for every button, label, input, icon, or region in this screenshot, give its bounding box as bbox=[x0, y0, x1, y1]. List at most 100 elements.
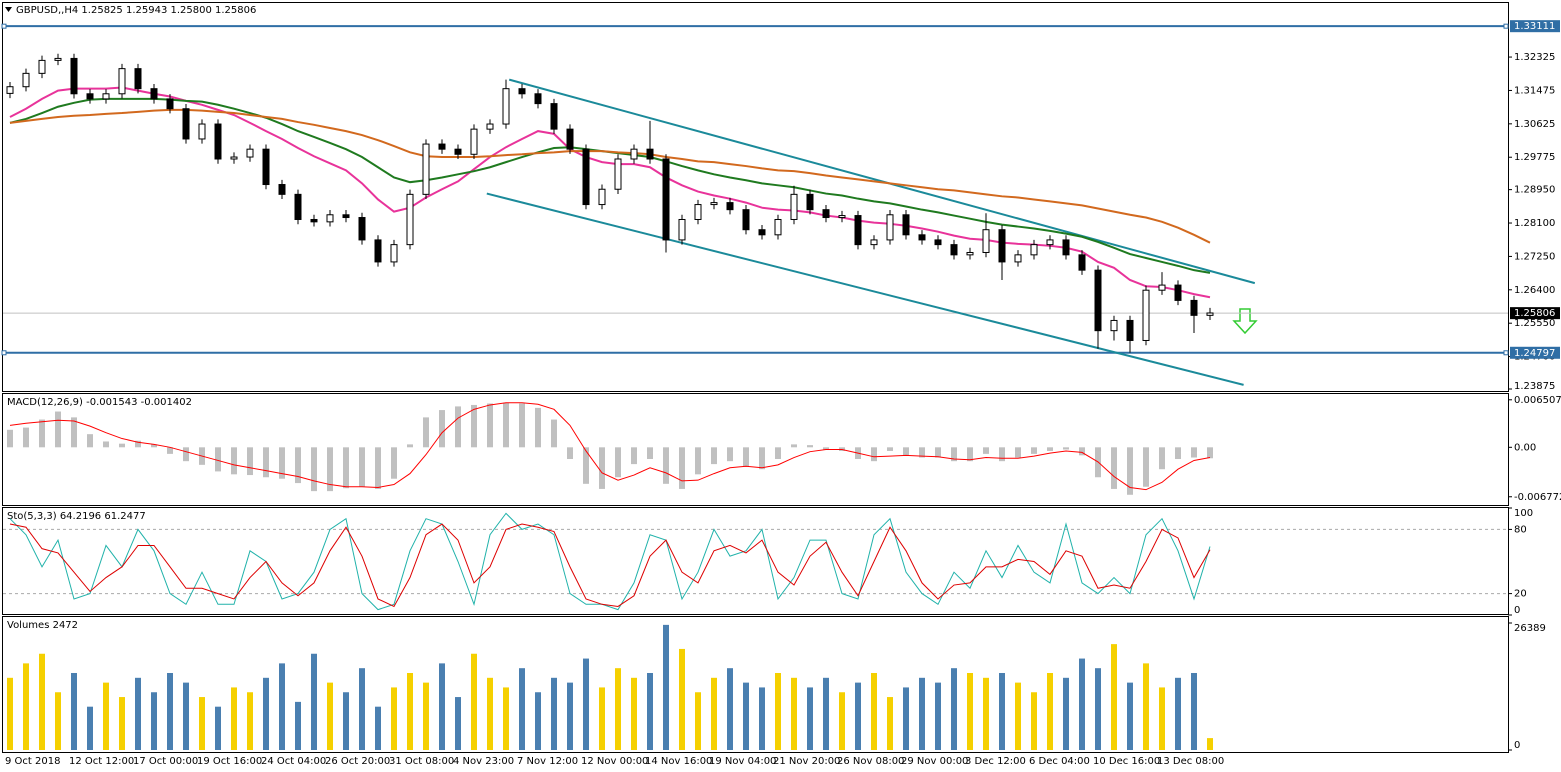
volume-panel bbox=[2, 616, 1509, 753]
candle-body bbox=[310, 218, 318, 223]
candle-body bbox=[54, 57, 62, 61]
x-tick-label: 7 Nov 12:00 bbox=[517, 756, 578, 767]
volume-bar bbox=[279, 663, 285, 750]
volume-bar bbox=[151, 692, 157, 750]
candle-body bbox=[70, 57, 78, 95]
candle-body bbox=[1030, 244, 1038, 256]
volume-bar bbox=[711, 677, 717, 750]
macd-bar bbox=[231, 447, 237, 475]
macd-bar bbox=[983, 447, 989, 454]
volume-bar bbox=[983, 677, 989, 750]
y-tick-label: 1.29775 bbox=[1514, 152, 1555, 163]
candle-body bbox=[422, 143, 430, 195]
macd-bar bbox=[359, 447, 365, 487]
volume-bar bbox=[727, 668, 733, 750]
plot-layer: 1.32325 1.31475 1.30625 1.29775 1.28950 1.281… bbox=[1, 20, 1561, 767]
candle-body bbox=[1190, 299, 1198, 316]
candle-body bbox=[278, 184, 286, 195]
level-handle bbox=[1503, 350, 1509, 356]
volume-bar bbox=[1079, 658, 1085, 750]
macd-bar bbox=[999, 447, 1005, 462]
macd-bar bbox=[679, 447, 685, 489]
candle-body bbox=[966, 251, 974, 256]
volume-bar bbox=[871, 672, 877, 750]
candle-body bbox=[166, 98, 174, 110]
volume-bar bbox=[535, 692, 541, 750]
candle-body bbox=[182, 108, 190, 140]
candle-body bbox=[950, 244, 958, 256]
macd-bar bbox=[711, 447, 717, 465]
y-tick-label: 1.26400 bbox=[1514, 285, 1555, 296]
x-tick-label: 14 Nov 16:00 bbox=[645, 756, 712, 767]
line bbox=[9, 402, 1211, 491]
candle-body bbox=[406, 193, 414, 246]
macd-bar bbox=[1207, 447, 1213, 459]
volume-bar bbox=[743, 682, 749, 750]
macd-bar bbox=[871, 447, 877, 462]
macd-bar bbox=[327, 447, 333, 492]
macd-bar bbox=[759, 447, 765, 470]
macd-bar bbox=[55, 411, 61, 448]
volume-bar bbox=[471, 653, 477, 750]
x-tick-label: 6 Dec 04:00 bbox=[1029, 756, 1090, 767]
y-tick-label: 1.27250 bbox=[1514, 251, 1555, 262]
macd-bar bbox=[583, 447, 589, 484]
level-label: 1.33111 bbox=[1514, 21, 1555, 32]
candle-body bbox=[1158, 284, 1166, 291]
macd-bar bbox=[631, 447, 637, 465]
candle-body bbox=[374, 239, 382, 263]
candle-body bbox=[614, 158, 622, 190]
x-tick-label: 9 Oct 2018 bbox=[5, 756, 60, 767]
macd-bar bbox=[119, 443, 125, 448]
macd-bar bbox=[1143, 447, 1149, 487]
volume-bar bbox=[519, 668, 525, 750]
candle-body bbox=[646, 148, 654, 160]
y-tick-label: 1.25550 bbox=[1514, 318, 1555, 329]
macd-bar bbox=[263, 447, 269, 478]
volume-bar bbox=[1047, 672, 1053, 750]
macd-panel bbox=[2, 393, 1509, 506]
macd-bar bbox=[183, 447, 189, 462]
volume-bar bbox=[647, 672, 653, 750]
volume-bar bbox=[455, 697, 461, 750]
candle-body bbox=[342, 214, 350, 219]
volume-bar bbox=[695, 692, 701, 750]
candle-body bbox=[38, 59, 46, 74]
candle-body bbox=[102, 93, 110, 100]
macd-bar bbox=[807, 445, 813, 448]
macd-bar bbox=[615, 447, 621, 478]
y-tick-label: -0.006772 bbox=[1514, 492, 1561, 503]
macd-bar bbox=[471, 404, 477, 448]
macd-bar bbox=[1127, 447, 1133, 495]
macd-bar bbox=[647, 447, 653, 459]
candle-body bbox=[838, 215, 846, 219]
line bbox=[9, 108, 1211, 244]
volume-bar bbox=[1111, 644, 1117, 750]
volume-bar bbox=[1031, 692, 1037, 750]
volume-bar bbox=[791, 677, 797, 750]
y-tick-label: 1.32325 bbox=[1514, 52, 1555, 63]
candle-body bbox=[902, 214, 910, 236]
volume-bar bbox=[231, 687, 237, 750]
macd-bar bbox=[1047, 447, 1053, 451]
candle-body bbox=[134, 68, 142, 90]
candle-body bbox=[230, 156, 238, 160]
line bbox=[9, 523, 1211, 608]
y-tick-label: 0.00 bbox=[1514, 442, 1536, 453]
line bbox=[9, 86, 1211, 299]
x-tick-label: 12 Nov 00:00 bbox=[581, 756, 648, 767]
volume-bar bbox=[23, 663, 29, 750]
candle-body bbox=[726, 202, 734, 211]
candle-body bbox=[630, 148, 638, 160]
candle-body bbox=[358, 217, 366, 241]
y-tick-label: 0.006507 bbox=[1514, 395, 1561, 406]
volume-bar bbox=[551, 677, 557, 750]
volume-bar bbox=[487, 677, 493, 750]
macd-bar bbox=[215, 447, 221, 472]
macd-bar bbox=[951, 447, 957, 462]
y-tick-label: 0 bbox=[1514, 740, 1520, 751]
macd-bar bbox=[87, 434, 93, 448]
macd-bar bbox=[903, 447, 909, 456]
candle-body bbox=[454, 148, 462, 155]
x-tick-label: 21 Nov 20:00 bbox=[773, 756, 840, 767]
